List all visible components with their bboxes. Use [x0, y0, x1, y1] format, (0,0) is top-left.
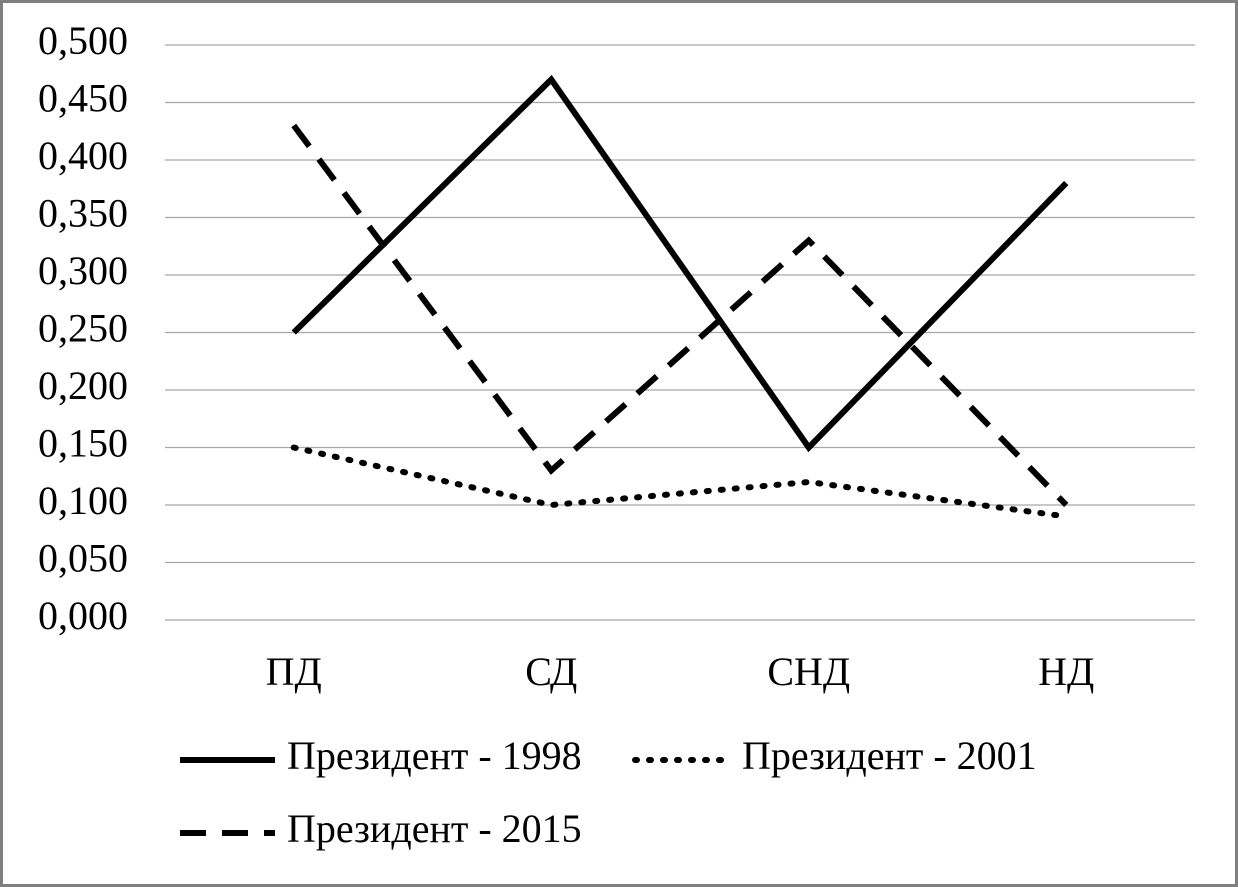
x-tick-label: СНД [767, 649, 850, 694]
y-tick-label: 0,400 [38, 133, 128, 178]
legend-label: Президент - 2015 [287, 806, 582, 851]
x-tick-label: СД [525, 649, 577, 694]
y-tick-label: 0,350 [38, 191, 128, 236]
y-tick-label: 0,300 [38, 248, 128, 293]
y-tick-label: 0,150 [38, 421, 128, 466]
y-tick-label: 0,500 [38, 18, 128, 63]
y-tick-label: 0,200 [38, 363, 128, 408]
data-line [290, 444, 1070, 520]
y-tick-label: 0,050 [38, 536, 128, 581]
y-tick-label: 0,250 [38, 306, 128, 351]
y-tick-label: 0,450 [38, 76, 128, 121]
y-tick-label: 0,000 [38, 593, 128, 638]
data-line [291, 123, 1069, 508]
x-tick-label: НД [1038, 649, 1094, 694]
y-tick-label: 0,100 [38, 478, 128, 523]
x-tick-label: ПД [266, 649, 322, 694]
legend-label: Президент - 1998 [287, 733, 582, 778]
legend-label: Президент - 2001 [742, 733, 1037, 778]
data-line [291, 74, 1069, 453]
